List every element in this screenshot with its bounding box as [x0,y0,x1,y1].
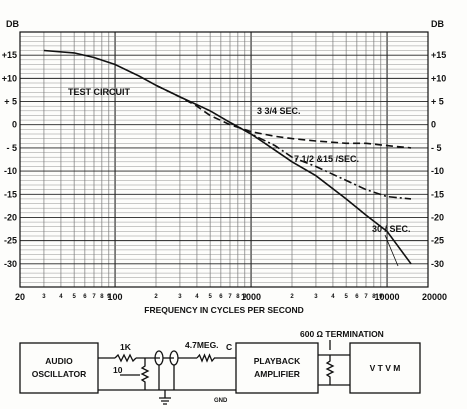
termination-resistor [325,355,335,385]
label-speed-30: 30 / SEC. [372,224,411,234]
x-tick-label-minor: 7 [92,294,96,300]
x-tick-label-minor: 7 [228,294,232,300]
x-tick-label-minor: 4 [195,294,199,300]
x-tick-label-minor: 8 [100,294,104,300]
y-tick-label-left: -20 [4,212,17,222]
y-tick-label-right: -15 [431,189,444,199]
resistor-4-7meg [196,353,215,363]
plot-frame [19,31,429,288]
label-test-circuit: TEST CIRCUIT [68,87,131,97]
x-tick-label-minor: 9 [379,294,383,300]
y-tick-label-right: -20 [431,212,444,222]
x-tick-label-major: 1000 [241,292,261,302]
test-circuit-diagram [19,340,421,405]
y-tick-label-right: +10 [431,73,446,83]
x-tick-label-minor: 5 [72,294,76,300]
vtvm-label: V T V M [370,363,401,373]
y-tick-label-left: -30 [4,259,17,269]
x-tick-label-minor: 3 [178,294,182,300]
x-tick-label-minor: 3 [314,294,318,300]
y-tick-label-left: +10 [2,73,17,83]
y-tick-label-left: +15 [2,50,17,60]
y-tick-label-right: -30 [431,259,444,269]
x-tick-label-major: 100 [108,292,123,302]
audio-oscillator-box [19,342,99,394]
x-tick-label-minor: 9 [243,294,247,300]
resistor-1k-label: 1K [120,342,132,352]
label-speed-3-3-4: 3 3/4 SEC. [257,106,301,116]
y-tick-label-right: - 5 [431,143,442,153]
y-tick-label-right: + 5 [431,97,444,107]
x-tick-label-minor: 7 [364,294,368,300]
playback-amplifier-label-2: AMPLIFIER [254,369,300,379]
c-terminal-label: C [226,342,232,352]
y-axis-label-right: DB [431,19,444,29]
y-tick-label-left: 0 [12,120,17,130]
y-tick-label-left: -10 [4,166,17,176]
x-tick-label-minor: 6 [219,294,223,300]
resistor-1k [114,353,137,363]
audio-oscillator-label-2: OSCILLATOR [32,369,86,379]
y-tick-label-left: -25 [4,236,17,246]
chart-grid [20,32,428,287]
x-tick-label-minor: 8 [236,294,240,300]
gnd-terminal-label: GND [214,398,228,404]
series-line-1 [155,84,412,149]
x-tick-label-minor: 4 [59,294,63,300]
y-axis-label-left: DB [6,19,19,29]
y-tick-label-left: -15 [4,189,17,199]
x-tick-label-minor: 2 [290,294,294,300]
x-tick-label-minor: 6 [355,294,359,300]
x-tick-label-minor: 5 [344,294,348,300]
y-tick-label-left: + 5 [4,97,17,107]
playback-amplifier-label-1: PLAYBACK [254,356,301,366]
y-tick-label-right: 0 [431,120,436,130]
y-axis-right-ticks: +15 +10 + 5 0 - 5 -10 -15 -20 -25 -30 [431,50,446,269]
x-tick-label-minor: 3 [42,294,46,300]
termination-label: 600 Ω TERMINATION [300,329,384,339]
y-tick-label-right: +15 [431,50,446,60]
resistor-10-label: 10 [113,365,123,375]
ground-symbol [159,390,171,405]
speed-30-leader [384,234,399,267]
x-tick-label-minor: 6 [83,294,87,300]
resistor-4-7meg-label: 4.7MEG. [185,340,219,350]
x-tick-label-minor: 5 [208,294,212,300]
y-tick-label-right: -10 [431,166,444,176]
x-tick-label-major: 10000 [375,292,400,302]
x-tick-label-minor: 8 [372,294,376,300]
y-tick-label-right: -25 [431,236,444,246]
x-tick-label-minor: 9 [107,294,111,300]
series-group [43,49,412,265]
x-tick-label-major: 20 [15,292,25,302]
resistor-10 [140,358,150,390]
label-speed-7-1-2-15: 7 1/2 &15 /SEC. [294,154,359,164]
x-axis-label: FREQUENCY IN CYCLES PER SECOND [144,305,303,315]
series-line-2 [229,121,412,200]
x-tick-label-minor: 4 [331,294,335,300]
y-axis-left-ticks: +15 +10 + 5 0 - 5 -10 -15 -20 -25 -30 [2,50,17,269]
vtvm-box [349,342,421,394]
y-tick-label-left: - 5 [6,143,17,153]
playback-amplifier-box [235,342,319,394]
x-tick-label-minor: 2 [154,294,158,300]
x-tick-label-major: 20000 [422,292,447,302]
audio-oscillator-label-1: AUDIO [45,356,73,366]
